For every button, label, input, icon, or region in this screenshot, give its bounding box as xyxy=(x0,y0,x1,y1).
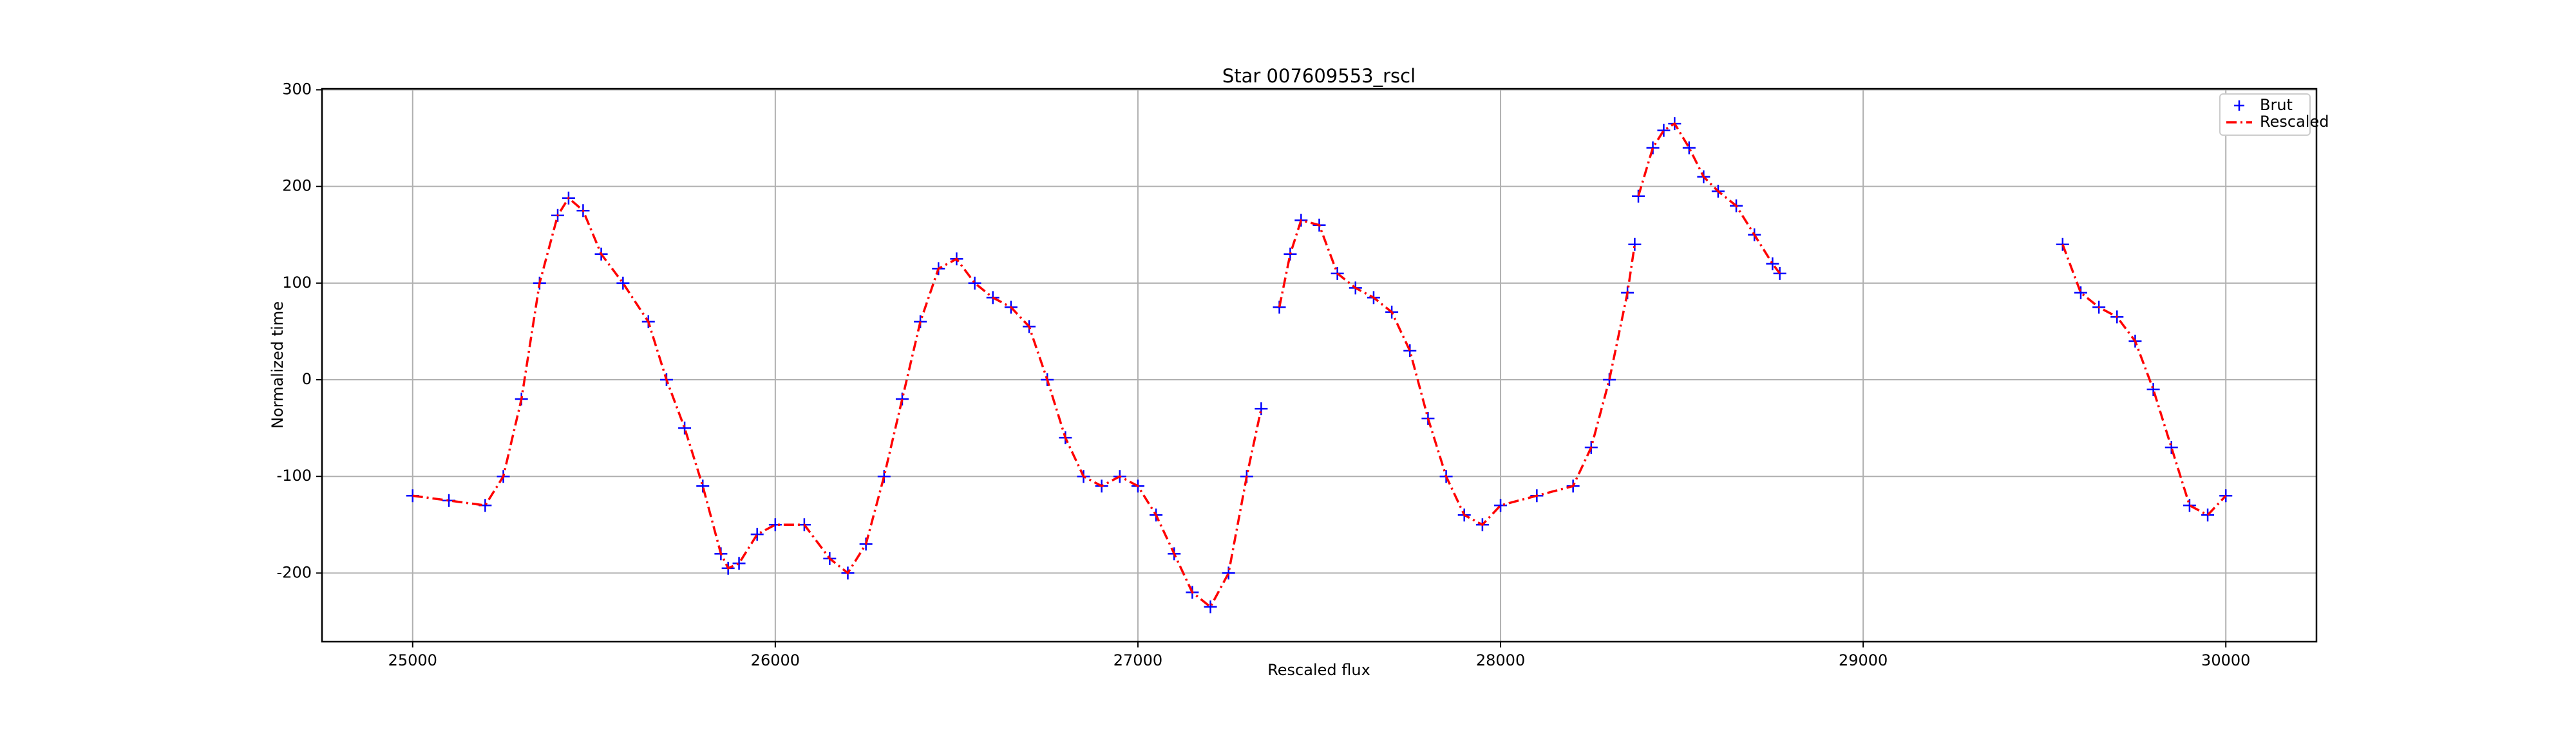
data-point xyxy=(1773,266,1786,280)
legend xyxy=(2219,93,2311,136)
y-tick-label: 0 xyxy=(302,370,312,388)
data-point xyxy=(1682,141,1696,154)
y-tick-label: 100 xyxy=(282,274,312,292)
data-point xyxy=(2183,499,2196,512)
data-point xyxy=(616,276,630,290)
axes-frame xyxy=(321,88,2318,643)
y-tick-label: -200 xyxy=(277,563,312,581)
data-point xyxy=(1646,141,1660,154)
data-point xyxy=(1766,257,1779,270)
data-point xyxy=(968,276,981,290)
data-point xyxy=(678,422,692,435)
data-point xyxy=(750,528,764,541)
x-tick-label: 27000 xyxy=(1113,651,1162,669)
data-point xyxy=(1204,600,1217,613)
data-point xyxy=(732,557,746,570)
legend-swatch xyxy=(2234,100,2244,111)
data-point xyxy=(1657,124,1671,137)
x-tick-label: 26000 xyxy=(751,651,800,669)
chart-title: Star 007609553_rscl xyxy=(1222,65,1416,87)
y-tick-label: -100 xyxy=(277,467,312,485)
plot-area xyxy=(406,117,2233,613)
data-point xyxy=(1628,237,1642,251)
data-line xyxy=(412,122,2227,609)
x-tick-label: 25000 xyxy=(388,651,437,669)
x-tick-label: 29000 xyxy=(1839,651,1888,669)
x-axis-label: Rescaled flux xyxy=(1267,661,1370,679)
data-point xyxy=(2201,508,2215,522)
data-point xyxy=(2074,286,2087,299)
y-tick-label: 200 xyxy=(282,177,312,195)
data-point xyxy=(2219,489,2233,503)
y-tick-label: 300 xyxy=(282,80,312,98)
data-point xyxy=(2164,441,2178,454)
y-axis-label: Normalized time xyxy=(269,301,287,429)
x-tick-label: 28000 xyxy=(1476,651,1525,669)
legend-label: Brut xyxy=(2260,96,2293,114)
data-point xyxy=(2146,383,2160,396)
legend-label: Rescaled xyxy=(2260,113,2329,131)
x-tick-label: 30000 xyxy=(2201,651,2250,669)
